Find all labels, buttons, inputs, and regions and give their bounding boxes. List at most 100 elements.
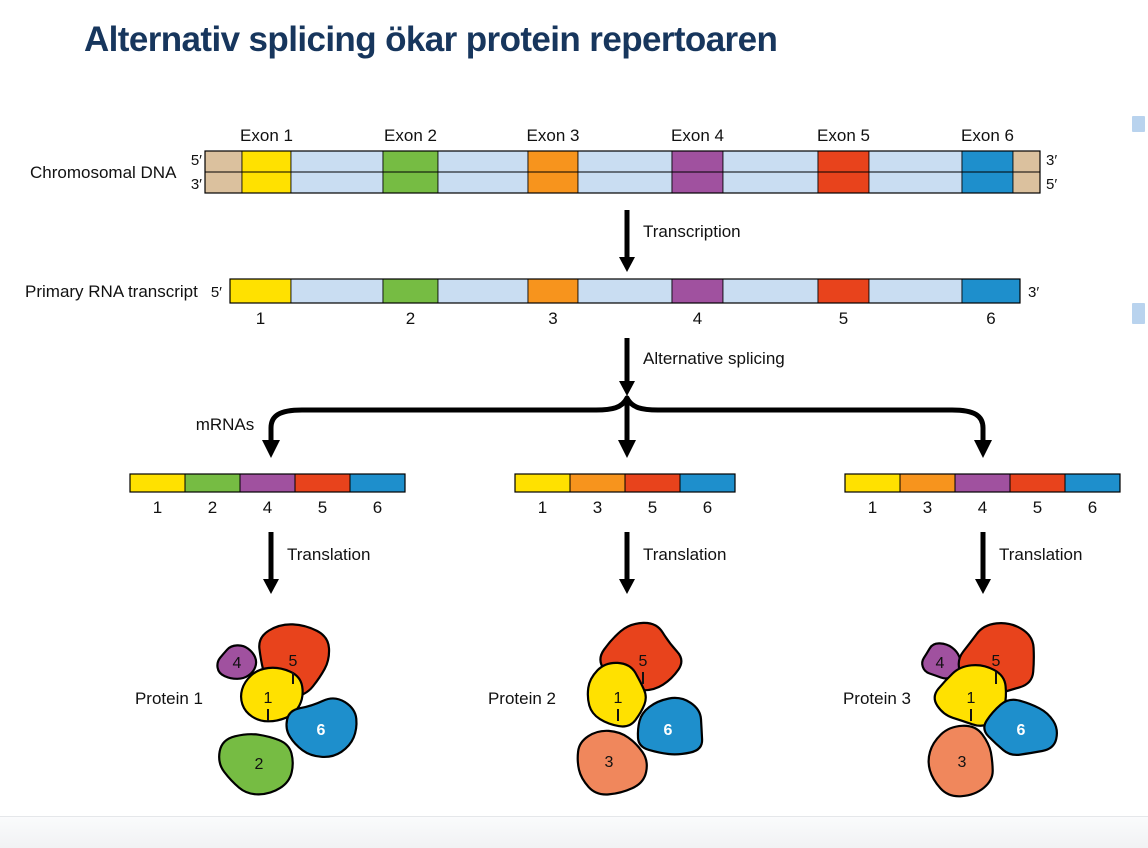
mrna-segment [899,473,956,493]
subunit-number: 1 [614,690,623,707]
transcription-step: Transcription [619,210,741,272]
protein-subunit-2 [218,733,294,796]
subunit-number: 4 [233,655,242,672]
translation-step-2: Translation [619,532,726,594]
bottom-bar [0,816,1148,848]
dna-5prime-right: 5′ [1046,176,1057,193]
subunit-number: 4 [936,655,945,672]
scrollbar-fragment-bottom[interactable] [1132,303,1145,324]
exon-label: Exon 6 [961,126,1014,145]
mrna-exon-number: 4 [263,498,272,517]
mrna-segment [129,473,186,493]
rna-segment [817,278,870,304]
dna-5prime-left: 5′ [191,152,202,169]
protein-1: Protein 1 4 5 1 6 2 [135,623,358,796]
arrow-head [619,579,635,594]
mrnas-label: mRNAs [196,415,255,434]
arrow-head [263,579,279,594]
translation-label: Translation [643,545,726,564]
rna-segment [577,278,673,304]
translation-step-1: Translation [263,532,370,594]
subunit-number: 6 [317,722,326,739]
protein-label: Protein 1 [135,689,203,708]
rna-exon-number: 6 [986,309,995,328]
rna-segment [527,278,579,304]
dna-3prime-left: 3′ [191,176,202,193]
alternative-splicing-label: Alternative splicing [643,349,785,368]
scrollbar-fragment-top[interactable] [1132,116,1145,132]
mrna-exon-number: 6 [703,498,712,517]
mrna-outline [129,473,406,493]
mrna-segment [679,473,736,493]
rna-segment [229,278,292,304]
protein-label: Protein 3 [843,689,911,708]
branch-path [624,395,986,444]
mrna-1: 1 2 4 5 6 [129,473,406,517]
mrna-exon-number: 5 [648,498,657,517]
branch-path [268,395,630,444]
dna-outline [204,150,1041,194]
arrow-head [974,440,992,458]
mrna-exon-number: 3 [593,498,602,517]
mrna-segment [514,473,571,493]
subunit-number: 5 [992,653,1001,670]
mrna-segment [349,473,406,493]
mrna-outline [514,473,736,493]
splicing-branches: mRNAs [196,395,992,458]
exon-label: Exon 4 [671,126,724,145]
protein-subunit-6 [285,697,358,759]
mrna-segment [569,473,626,493]
mrna-exon-number: 1 [538,498,547,517]
rna-segment [961,278,1021,304]
subunit-number: 3 [605,754,614,771]
subunit-number: 3 [958,754,967,771]
primary-rna-row: Primary RNA transcript 5′ 3′ 1 2 3 4 5 6 [25,278,1039,328]
rna-3prime: 3′ [1028,284,1039,301]
arrow-head [618,440,636,458]
translation-label: Translation [999,545,1082,564]
rna-segment [868,278,963,304]
arrow-head [619,381,635,396]
protein-subunit-1 [586,661,647,728]
arrow-head [262,440,280,458]
slide-title: Alternativ splicing ökar protein reperto… [84,20,778,59]
mrna-exon-number: 4 [978,498,987,517]
protein-label: Protein 2 [488,689,556,708]
mrna-exon-number: 3 [923,498,932,517]
mrna-exon-number: 2 [208,498,217,517]
mrna-2: 1 3 5 6 [514,473,736,517]
mrna-3: 1 3 4 5 6 [844,473,1121,517]
mrna-segment [844,473,901,493]
rna-exon-number: 2 [406,309,415,328]
rna-exon-number: 3 [548,309,557,328]
protein-2: Protein 2 5 1 6 3 [488,621,704,796]
subunit-number: 5 [289,653,298,670]
rna-5prime: 5′ [211,284,222,301]
rna-segment [437,278,529,304]
subunit-number: 6 [664,722,673,739]
protein-subunit-3 [927,724,994,798]
mrna-exon-number: 6 [373,498,382,517]
arrow-head [975,579,991,594]
rna-exon-number: 4 [693,309,702,328]
translation-label: Translation [287,545,370,564]
protein-subunit-6 [636,696,704,756]
exon-label: Exon 3 [527,126,580,145]
subunit-number: 1 [264,690,273,707]
chromosomal-dna-label: Chromosomal DNA [30,163,177,182]
translation-step-3: Translation [975,532,1082,594]
rna-exon-number: 1 [256,309,265,328]
protein-subunit-3 [576,729,648,796]
subunit-number: 5 [639,653,648,670]
mrna-segment [1009,473,1066,493]
alternative-splicing-step: Alternative splicing [619,338,785,396]
subunit-number: 2 [255,756,264,773]
mrna-exon-number: 6 [1088,498,1097,517]
mrna-segment [239,473,296,493]
arrow-head [619,257,635,272]
exon-label: Exon 2 [384,126,437,145]
mrna-segment [954,473,1011,493]
mrna-segment [1064,473,1121,493]
protein-subunit-6 [983,698,1058,756]
